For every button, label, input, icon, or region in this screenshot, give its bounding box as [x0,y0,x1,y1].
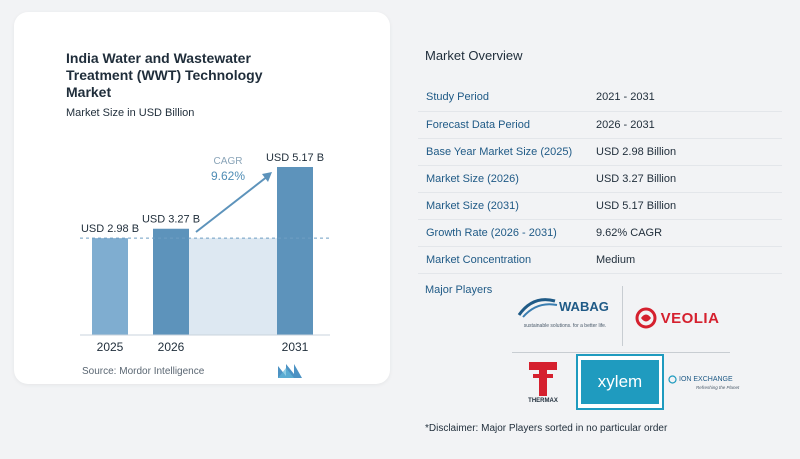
x-tick-label: 2025 [97,340,124,354]
cagr-value: 9.62% [211,169,245,183]
xylem-badge: xylem [581,360,659,404]
cagr-arrow-line [195,175,269,233]
ion-exchange-name: ION EXCHANGE [679,375,733,383]
overview-key: Growth Rate (2026 - 2031) [418,219,588,247]
major-players-label: Major Players [425,284,493,296]
overview-value: 2026 - 2031 [588,111,782,139]
wabag-tagline: sustainable solutions. for a better life… [523,323,607,329]
overview-value: USD 3.27 Billion [588,165,782,193]
overview-key: Study Period [418,84,588,112]
veolia-logo: VEOLIA [624,300,730,336]
logo-divider [622,286,623,346]
x-tick-label: 2031 [282,340,309,354]
bar-2026 [153,228,189,335]
overview-row: Market Size (2031) USD 5.17 Billion [418,192,782,220]
ion-exchange-circle-icon [668,374,677,384]
cagr-arrow-head [262,172,272,182]
x-tick-label: 2026 [158,340,185,354]
chart-title: India Water and Wastewater Treatment (WW… [66,50,263,100]
veolia-mark-icon [635,307,657,329]
mordor-intelligence-logo [278,364,302,378]
bar-2031 [277,167,313,335]
market-overview-title: Market Overview [425,48,523,63]
wabag-logo: WABAG sustainable solutions. for a bette… [512,286,618,336]
data-label: USD 2.98 B [81,223,139,235]
overview-key: Forecast Data Period [418,111,588,139]
overview-value: Medium [588,246,782,274]
thermax-logo: THERMAX [512,356,574,410]
overview-row: Growth Rate (2026 - 2031) 9.62% CAGR [418,219,782,247]
ion-exchange-logo: ION EXCHANGE Refreshing the Planet [668,364,754,400]
growth-region [189,238,277,335]
overview-key: Market Size (2026) [418,165,588,193]
data-label: USD 3.27 B [142,214,200,226]
overview-value: 2021 - 2031 [588,84,782,112]
disclaimer: *Disclaimer: Major Players sorted in no … [425,423,668,434]
wabag-name: WABAG [559,299,609,314]
xylem-name: xylem [597,372,643,391]
overview-key: Base Year Market Size (2025) [418,138,588,166]
xylem-logo: xylem [576,354,664,410]
market-overview-table: Study Period 2021 - 2031 Forecast Data Per… [418,84,782,274]
overview-row: Forecast Data Period 2026 - 2031 [418,111,782,139]
overview-value: USD 2.98 Billion [588,138,782,166]
bar-2025 [92,238,128,335]
thermax-mark-icon [529,362,557,396]
overview-row: Market Size (2026) USD 3.27 Billion [418,165,782,193]
data-label: USD 5.17 B [266,152,324,164]
chart-source: Source: Mordor Intelligence [82,366,205,377]
overview-row: Base Year Market Size (2025) USD 2.98 Bil… [418,138,782,166]
overview-value: USD 5.17 Billion [588,192,782,220]
veolia-name: VEOLIA [660,309,720,327]
thermax-name: THERMAX [528,398,558,404]
cagr-label: CAGR [214,156,243,167]
overview-value: 9.62% CAGR [588,219,782,247]
chart-subtitle: Market Size in USD Billion [66,107,195,119]
overview-row: Study Period 2021 - 2031 [418,84,782,112]
overview-row: Market Concentration Medium [418,246,782,274]
ion-exchange-tagline: Refreshing the Planet [696,384,740,390]
logo-divider [512,352,730,353]
wabag-swoosh-icon: WABAG [517,298,609,318]
overview-key: Market Size (2031) [418,192,588,220]
overview-key: Market Concentration [418,246,588,274]
major-players-logos: WABAG sustainable solutions. for a bette… [512,286,752,410]
